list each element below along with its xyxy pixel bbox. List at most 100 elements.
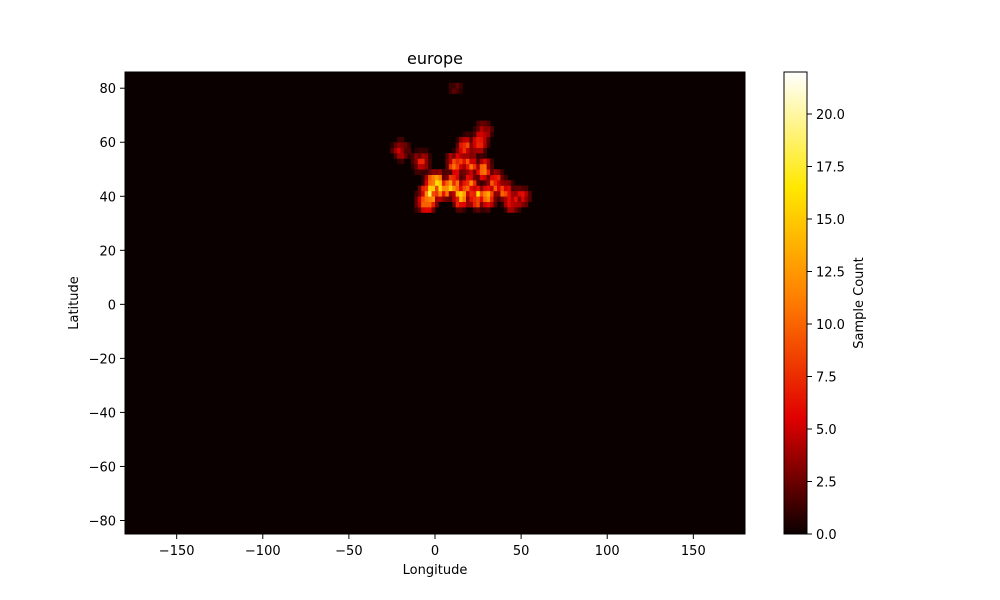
heatmap-cell xyxy=(448,185,453,192)
heatmap-cell xyxy=(417,190,422,197)
heatmap-cell xyxy=(431,174,436,181)
heatmap-cell xyxy=(431,196,436,202)
heatmap-cell xyxy=(452,180,456,186)
heatmap-cell xyxy=(414,207,419,213)
heatmap-cell xyxy=(510,180,515,186)
heatmap-cell xyxy=(414,196,419,202)
colorbar-tick-label: 5.0 xyxy=(816,423,837,438)
heatmap-cell xyxy=(424,158,429,165)
heatmap-cell xyxy=(428,207,432,213)
heatmap-cell xyxy=(466,180,470,186)
colorbar-tick-label: 20.0 xyxy=(816,108,845,123)
heatmap-cell xyxy=(524,201,529,208)
heatmap-cell xyxy=(445,196,450,202)
heatmap-cell xyxy=(483,201,487,208)
heatmap-cell xyxy=(466,196,470,202)
heatmap-cell xyxy=(500,196,505,202)
heatmap-cell xyxy=(455,201,460,208)
heatmap-cell xyxy=(466,147,470,154)
heatmap-cell xyxy=(479,147,484,154)
heatmap-cell xyxy=(483,147,487,154)
heatmap-cell xyxy=(486,136,491,143)
heatmap-cell xyxy=(517,201,522,208)
heatmap-cell xyxy=(404,142,408,148)
heatmap-cell xyxy=(417,185,422,192)
heatmap-cell xyxy=(490,185,494,192)
heatmap-cell xyxy=(483,120,487,127)
heatmap-cell xyxy=(452,174,456,181)
heatmap-cell xyxy=(417,163,422,170)
heatmap-cell xyxy=(448,180,453,186)
heatmap-cell xyxy=(393,147,398,154)
heatmap-cell xyxy=(479,180,484,186)
heatmap-cell xyxy=(452,169,456,175)
heatmap-cell xyxy=(466,169,470,175)
heatmap-cell xyxy=(483,190,487,197)
colorbar-tick-label: 0.0 xyxy=(816,528,837,543)
heatmap-cell xyxy=(459,136,463,143)
heatmap-cell xyxy=(410,158,415,165)
heatmap-cell xyxy=(455,142,460,148)
heatmap-cell xyxy=(476,201,481,208)
y-axis-label: Latitude xyxy=(67,276,82,330)
heatmap-cell xyxy=(466,185,470,192)
heatmap-cell xyxy=(483,158,487,165)
heatmap-cell xyxy=(441,190,446,197)
heatmap-cells xyxy=(125,72,745,534)
heatmap-cell xyxy=(448,169,453,175)
heatmap-cell xyxy=(397,147,401,154)
heatmap-cell xyxy=(428,163,432,170)
heatmap-cell xyxy=(476,158,481,165)
colorbar-label: Sample Count xyxy=(852,257,867,348)
heatmap-cell xyxy=(438,180,443,186)
heatmap-cell xyxy=(469,185,474,192)
heatmap-cell xyxy=(459,158,463,165)
heatmap-cell xyxy=(490,190,494,197)
heatmap-cell xyxy=(452,196,456,202)
heatmap-cell xyxy=(479,163,484,170)
heatmap-cell xyxy=(421,190,425,197)
heatmap-cell xyxy=(428,190,432,197)
heatmap-cell xyxy=(441,174,446,181)
y-tick-label: 0 xyxy=(108,298,116,313)
heatmap-cell xyxy=(441,180,446,186)
heatmap-cell xyxy=(469,163,474,170)
heatmap-cell xyxy=(493,174,498,181)
heatmap-cell xyxy=(486,174,491,181)
heatmap-cell xyxy=(459,190,463,197)
heatmap-cell xyxy=(490,131,494,138)
heatmap-cell xyxy=(435,190,439,197)
heatmap-cell xyxy=(483,174,487,181)
y-tick-label: 20 xyxy=(99,244,116,259)
heatmap-cell xyxy=(472,131,477,138)
heatmap-cell xyxy=(448,196,453,202)
heatmap-cell xyxy=(483,207,487,213)
heatmap-cell xyxy=(407,142,412,148)
heatmap-cell xyxy=(448,82,453,89)
heatmap-cell xyxy=(469,131,474,138)
heatmap-cell xyxy=(462,185,467,192)
heatmap-cell xyxy=(459,180,463,186)
heatmap-cell xyxy=(472,190,477,197)
heatmap-cell xyxy=(472,147,477,154)
heatmap-cell xyxy=(510,196,515,202)
heatmap-cell xyxy=(472,180,477,186)
heatmap-cell xyxy=(486,201,491,208)
heatmap-cell xyxy=(466,131,470,138)
heatmap-cell xyxy=(459,207,463,213)
heatmap-cell xyxy=(455,180,460,186)
heatmap-cell xyxy=(486,180,491,186)
heatmap-cell xyxy=(466,153,470,159)
heatmap-cell xyxy=(459,196,463,202)
heatmap-cell xyxy=(421,185,425,192)
heatmap-cell xyxy=(490,163,494,170)
heatmap-cell xyxy=(445,190,450,197)
colorbar xyxy=(783,71,808,535)
heatmap-cell xyxy=(476,196,481,202)
heatmap-cell xyxy=(397,158,401,165)
heatmap-cell xyxy=(497,174,501,181)
heatmap-cell xyxy=(397,142,401,148)
heatmap-cell xyxy=(435,180,439,186)
heatmap-cell xyxy=(497,190,501,197)
heatmap-cell xyxy=(517,196,522,202)
